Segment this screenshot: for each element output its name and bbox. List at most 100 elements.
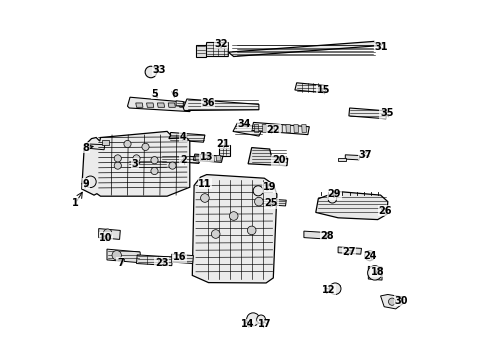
Polygon shape bbox=[337, 158, 346, 161]
Polygon shape bbox=[262, 125, 266, 132]
Polygon shape bbox=[192, 175, 276, 283]
Circle shape bbox=[254, 197, 263, 206]
Polygon shape bbox=[87, 179, 94, 184]
Polygon shape bbox=[168, 132, 204, 142]
Polygon shape bbox=[127, 159, 167, 168]
Text: 33: 33 bbox=[152, 65, 165, 75]
Polygon shape bbox=[303, 231, 326, 239]
Text: 15: 15 bbox=[316, 85, 330, 95]
Polygon shape bbox=[232, 123, 263, 136]
Circle shape bbox=[246, 313, 259, 326]
Circle shape bbox=[367, 266, 381, 280]
Circle shape bbox=[114, 155, 121, 162]
Polygon shape bbox=[367, 266, 381, 280]
Text: 12: 12 bbox=[322, 285, 335, 295]
Polygon shape bbox=[294, 83, 326, 93]
Text: 28: 28 bbox=[320, 231, 333, 241]
Polygon shape bbox=[81, 131, 189, 196]
Polygon shape bbox=[219, 145, 230, 156]
Circle shape bbox=[151, 157, 158, 164]
Text: 36: 36 bbox=[201, 98, 214, 108]
Text: 3: 3 bbox=[131, 159, 138, 169]
Text: 18: 18 bbox=[370, 267, 384, 277]
Circle shape bbox=[112, 251, 121, 260]
Circle shape bbox=[103, 229, 112, 238]
Polygon shape bbox=[171, 254, 193, 264]
Circle shape bbox=[200, 194, 209, 202]
Polygon shape bbox=[183, 99, 258, 111]
Polygon shape bbox=[269, 125, 274, 132]
Polygon shape bbox=[204, 42, 228, 57]
Text: 27: 27 bbox=[342, 247, 355, 257]
Text: 26: 26 bbox=[377, 206, 391, 216]
Polygon shape bbox=[202, 156, 207, 161]
Circle shape bbox=[151, 167, 158, 175]
Polygon shape bbox=[293, 125, 298, 132]
Polygon shape bbox=[251, 122, 309, 135]
Polygon shape bbox=[254, 125, 258, 132]
Polygon shape bbox=[136, 103, 142, 107]
Circle shape bbox=[247, 226, 256, 235]
Polygon shape bbox=[161, 154, 200, 163]
Polygon shape bbox=[102, 140, 109, 145]
Text: 32: 32 bbox=[214, 39, 227, 49]
Circle shape bbox=[168, 162, 176, 169]
Text: 30: 30 bbox=[393, 296, 407, 306]
Circle shape bbox=[84, 176, 96, 188]
Text: 13: 13 bbox=[200, 152, 213, 162]
Circle shape bbox=[256, 315, 265, 324]
Text: 35: 35 bbox=[379, 108, 393, 118]
Polygon shape bbox=[99, 229, 120, 239]
Polygon shape bbox=[216, 156, 221, 161]
Circle shape bbox=[253, 186, 263, 196]
Polygon shape bbox=[301, 125, 306, 132]
Text: 23: 23 bbox=[155, 258, 168, 268]
Text: 7: 7 bbox=[117, 258, 123, 268]
Polygon shape bbox=[127, 97, 192, 112]
Text: 24: 24 bbox=[362, 251, 376, 261]
Text: 29: 29 bbox=[327, 189, 341, 199]
Text: 6: 6 bbox=[171, 89, 177, 99]
Polygon shape bbox=[89, 144, 104, 150]
Circle shape bbox=[229, 212, 238, 220]
Polygon shape bbox=[348, 108, 386, 119]
Circle shape bbox=[329, 283, 340, 294]
Circle shape bbox=[142, 143, 149, 150]
Text: 21: 21 bbox=[216, 139, 229, 149]
Polygon shape bbox=[196, 45, 205, 57]
Polygon shape bbox=[285, 125, 290, 132]
Text: 10: 10 bbox=[99, 233, 112, 243]
Circle shape bbox=[327, 194, 336, 203]
Text: 1: 1 bbox=[72, 198, 79, 208]
Text: 14: 14 bbox=[241, 319, 254, 329]
Polygon shape bbox=[146, 103, 153, 107]
Text: 20: 20 bbox=[271, 155, 285, 165]
Text: 17: 17 bbox=[257, 319, 270, 329]
Polygon shape bbox=[168, 103, 175, 107]
Text: 22: 22 bbox=[266, 125, 280, 135]
Text: 5: 5 bbox=[151, 89, 158, 99]
Polygon shape bbox=[176, 101, 183, 107]
Polygon shape bbox=[193, 154, 223, 162]
Polygon shape bbox=[179, 103, 186, 107]
Circle shape bbox=[114, 162, 121, 169]
Circle shape bbox=[387, 298, 395, 305]
Polygon shape bbox=[380, 294, 403, 309]
Text: 8: 8 bbox=[82, 143, 89, 153]
Text: 31: 31 bbox=[374, 42, 387, 52]
Text: 2: 2 bbox=[180, 155, 186, 165]
Polygon shape bbox=[277, 125, 282, 132]
Text: 19: 19 bbox=[263, 182, 276, 192]
Circle shape bbox=[364, 251, 374, 261]
Text: 25: 25 bbox=[264, 198, 278, 208]
Polygon shape bbox=[261, 199, 285, 206]
Polygon shape bbox=[247, 148, 287, 166]
Circle shape bbox=[145, 66, 156, 78]
Polygon shape bbox=[157, 103, 164, 107]
Polygon shape bbox=[209, 156, 214, 161]
Text: 34: 34 bbox=[237, 119, 251, 129]
Text: 11: 11 bbox=[198, 179, 211, 189]
Text: 37: 37 bbox=[358, 150, 371, 160]
Circle shape bbox=[123, 140, 131, 148]
Polygon shape bbox=[228, 41, 377, 57]
